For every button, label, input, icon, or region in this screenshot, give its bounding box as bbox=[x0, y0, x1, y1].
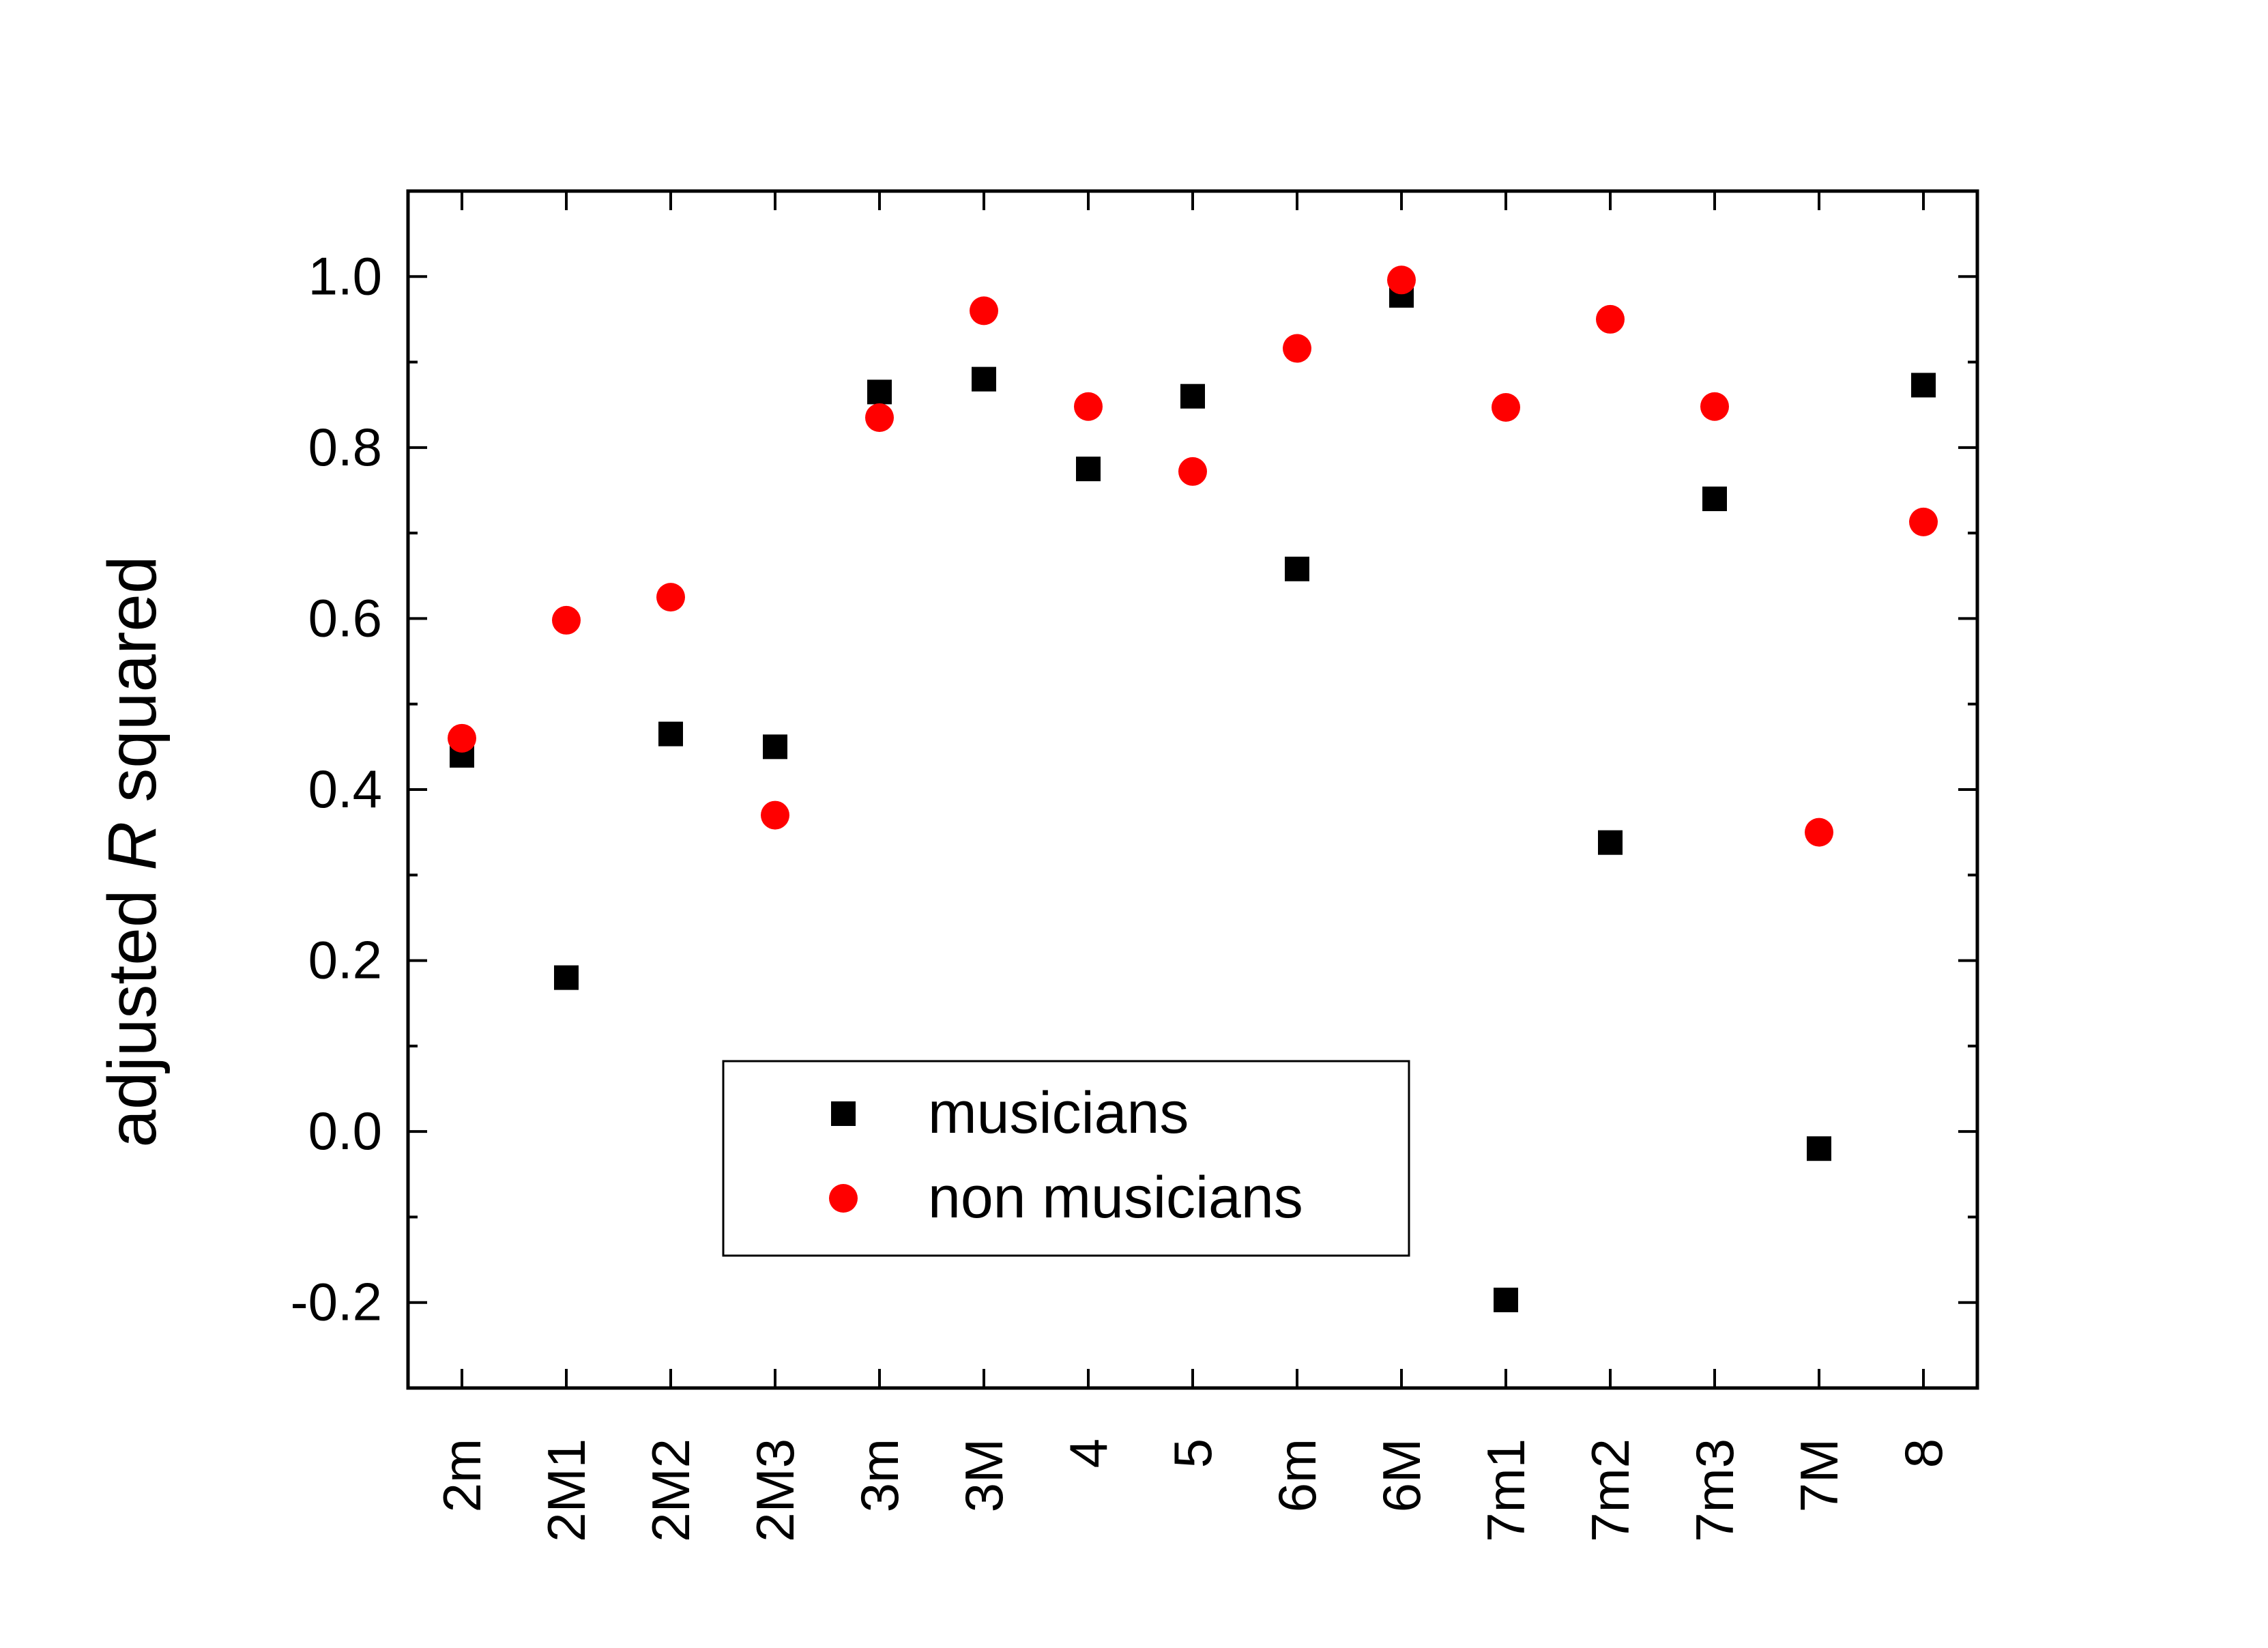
data-point-square bbox=[1911, 373, 1936, 398]
legend-box bbox=[722, 1060, 1410, 1257]
data-point-square bbox=[763, 734, 787, 760]
legend-marker-square bbox=[831, 1101, 856, 1126]
data-series bbox=[448, 265, 1938, 1312]
x-tick-label: 6M bbox=[1371, 1439, 1431, 1512]
y-tick-label: 0.6 bbox=[308, 588, 382, 648]
legend-marker-circle bbox=[829, 1184, 858, 1213]
x-tick-label: 7M bbox=[1789, 1439, 1849, 1512]
x-tick-label: 2M2 bbox=[641, 1439, 701, 1542]
x-axis: 2m 2M1 2M2 2M3 3m 3M 4 5 6m 6M 7m1 7m2 7m3 7M 8 bbox=[432, 191, 1953, 1542]
y-axis-title: adjusted R squared bbox=[94, 555, 171, 1147]
data-point-circle bbox=[656, 583, 685, 612]
series-non-musicians bbox=[448, 265, 1938, 847]
data-point-circle bbox=[1178, 457, 1207, 486]
data-point-square bbox=[1494, 1287, 1518, 1312]
data-point-square bbox=[867, 379, 892, 405]
y-axis-title-prefix: adjusted bbox=[94, 871, 171, 1148]
data-point-circle bbox=[1074, 392, 1103, 421]
data-point-circle bbox=[1805, 818, 1833, 847]
y-tick-label: -0.2 bbox=[291, 1272, 382, 1332]
legend: musicians non musicians bbox=[722, 1060, 1410, 1257]
x-tick-label: 2m bbox=[432, 1439, 492, 1512]
data-point-circle bbox=[552, 605, 581, 635]
y-tick-label: 0.0 bbox=[308, 1101, 382, 1161]
y-tick-label: 0.4 bbox=[308, 759, 382, 819]
x-tick-label: 5 bbox=[1163, 1439, 1223, 1468]
x-tick-label: 8 bbox=[1893, 1439, 1953, 1468]
data-point-square bbox=[972, 366, 996, 392]
data-point-circle bbox=[1909, 507, 1938, 536]
data-point-circle bbox=[1387, 265, 1416, 295]
data-point-square bbox=[1285, 556, 1309, 581]
y-axis-title-italic: R bbox=[94, 822, 171, 871]
y-tick-label: 0.8 bbox=[308, 417, 382, 477]
x-tick-label: 3M bbox=[954, 1439, 1014, 1512]
y-tick-label: 0.2 bbox=[308, 930, 382, 990]
y-axis-title-suffix: squared bbox=[94, 555, 171, 821]
data-point-square bbox=[1702, 487, 1727, 512]
data-point-square bbox=[1076, 457, 1101, 482]
y-tick-label: 1.0 bbox=[308, 246, 382, 306]
data-point-square bbox=[1180, 384, 1205, 409]
x-tick-label: 6m bbox=[1267, 1439, 1327, 1512]
data-point-circle bbox=[1596, 304, 1625, 334]
x-tick-label: 2M3 bbox=[745, 1439, 805, 1542]
x-tick-label: 7m1 bbox=[1476, 1439, 1536, 1542]
legend-label: musicians bbox=[928, 1080, 1189, 1146]
data-point-circle bbox=[1492, 392, 1520, 422]
series-musicians bbox=[450, 283, 1936, 1312]
data-point-circle bbox=[970, 296, 998, 326]
x-tick-label: 7m2 bbox=[1580, 1439, 1640, 1542]
data-point-square bbox=[554, 965, 579, 990]
data-point-circle bbox=[865, 403, 894, 433]
data-point-square bbox=[658, 721, 683, 747]
legend-label: non musicians bbox=[928, 1165, 1303, 1230]
x-tick-label: 4 bbox=[1058, 1439, 1118, 1468]
data-point-circle bbox=[761, 800, 789, 830]
x-tick-label: 2M1 bbox=[536, 1439, 596, 1542]
data-point-square bbox=[1598, 830, 1623, 855]
x-tick-label: 7m3 bbox=[1685, 1439, 1745, 1542]
data-point-circle bbox=[448, 723, 476, 753]
data-point-circle bbox=[1283, 334, 1311, 363]
x-tick-label: 3m bbox=[849, 1439, 910, 1512]
data-point-square bbox=[1807, 1136, 1831, 1161]
y-axis: -0.2 0.0 0.2 0.4 0.6 0.8 1.0 bbox=[291, 246, 1977, 1332]
data-point-circle bbox=[1700, 392, 1729, 421]
